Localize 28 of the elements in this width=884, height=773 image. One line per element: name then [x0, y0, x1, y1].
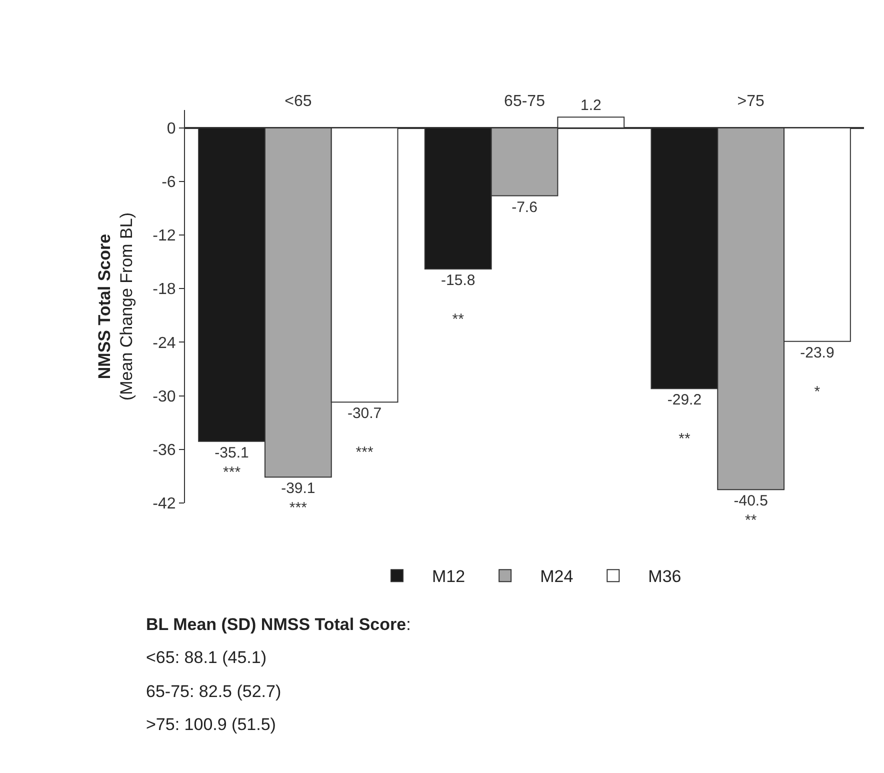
text: <65: 88.1 (45.1)	[146, 648, 267, 667]
y-tick-label: -18	[152, 281, 176, 298]
legend-label: M24	[540, 567, 574, 586]
text: 65-75: 82.5 (52.7)	[146, 682, 282, 701]
y-tick-label: -30	[152, 388, 176, 406]
data-label: -39.1 ***	[281, 480, 316, 517]
text: -30.7 ***	[347, 405, 382, 462]
legend-label: M12	[432, 567, 466, 586]
text: BL Mean (SD) NMSS Total Score:	[146, 615, 411, 634]
x-tick-label: <65	[284, 92, 312, 110]
legend-label: M36	[648, 567, 682, 586]
text: -29.2 **	[667, 392, 702, 448]
x-tick-label: 65-75	[504, 92, 546, 110]
x-tick-label: >75	[737, 92, 764, 110]
data-label: -7.6	[512, 198, 538, 216]
data-label: -40.5 **	[734, 492, 768, 530]
text: >75: 100.9 (51.5)	[146, 715, 276, 734]
text: -15.8 **	[441, 272, 476, 328]
y-tick-label: 0	[166, 120, 176, 138]
y-axis-title: NMSS Total Score (Mean Change From BL)	[95, 212, 136, 401]
data-label: -35.1 ***	[214, 444, 249, 481]
data-label: 1.2	[580, 97, 602, 114]
text: -23.9 *	[800, 344, 834, 400]
y-tick-label: -36	[152, 442, 176, 460]
y-tick-label: -6	[162, 174, 176, 192]
y-tick-label: -12	[152, 228, 176, 245]
y-tick-label: -24	[152, 334, 176, 352]
y-tick-label: -42	[152, 496, 176, 513]
